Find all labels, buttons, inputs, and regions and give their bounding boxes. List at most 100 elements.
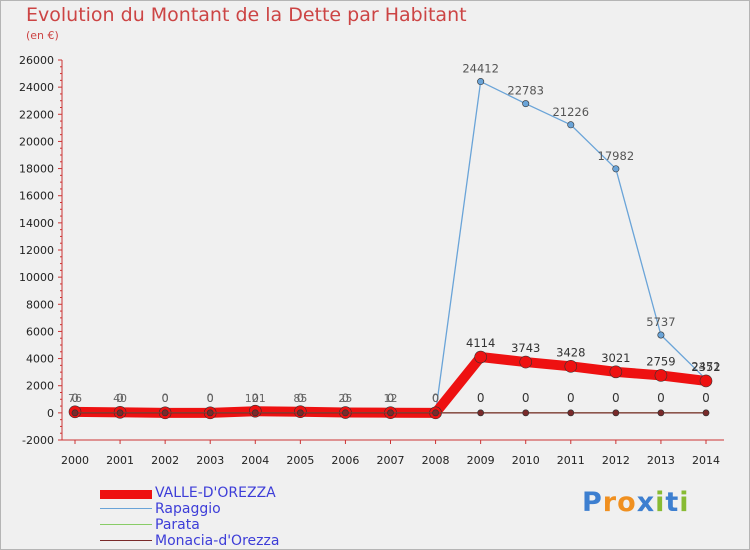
data-label-valle-d-orezza: 4114 (466, 336, 495, 350)
data-point-valle-d-orezza (699, 374, 713, 388)
data-label-rapaggio: 21226 (552, 105, 589, 119)
data-label-valle-d-orezza: 85 (293, 392, 307, 405)
y-tick-label: 10000 (19, 271, 54, 284)
logo-letter: i (679, 487, 690, 518)
legend-label-valle-d-orezza: VALLE-D'OREZZA (155, 485, 276, 501)
x-tick-label: 2002 (151, 454, 179, 467)
data-label-monacia-d-orezza: 0 (702, 391, 710, 405)
data-point-monacia-d-orezza (116, 409, 124, 417)
data-label-valle-d-orezza: 0 (207, 392, 214, 405)
data-label-monacia-d-orezza: 0 (612, 391, 620, 405)
y-tick-label: 20000 (19, 135, 54, 148)
x-tick-label: 2010 (512, 454, 540, 467)
x-tick-label: 2004 (241, 454, 269, 467)
y-tick-label: 6000 (26, 325, 54, 338)
logo-letter: i (655, 487, 666, 518)
y-tick-label: 12000 (19, 244, 54, 257)
x-tick-label: 2000 (61, 454, 89, 467)
data-label-rapaggio: 0 (207, 391, 214, 405)
data-point-monacia-d-orezza (477, 409, 484, 417)
chart-title: Evolution du Montant de la Dette par Hab… (26, 4, 467, 26)
data-label-valle-d-orezza: 76 (68, 392, 82, 405)
x-tick-label: 2006 (331, 454, 359, 467)
data-label-valle-d-orezza: 121 (245, 392, 266, 405)
data-point-valle-d-orezza (474, 350, 487, 364)
data-label-valle-d-orezza: 25 (338, 392, 352, 405)
y-tick-label: 24000 (19, 81, 54, 94)
y-tick-label: 18000 (19, 163, 54, 176)
data-label-rapaggio: 24412 (462, 62, 499, 76)
data-label-valle-d-orezza: 12 (384, 392, 398, 405)
data-point-rapaggio (657, 331, 665, 339)
y-tick-label: 8000 (26, 298, 54, 311)
y-tick-label: -2000 (22, 434, 54, 447)
data-point-monacia-d-orezza (71, 409, 79, 417)
data-label-valle-d-orezza: 2759 (646, 354, 675, 368)
data-point-valle-d-orezza (564, 360, 578, 373)
data-point-monacia-d-orezza (657, 409, 665, 417)
data-point-monacia-d-orezza (206, 409, 214, 417)
x-tick-label: 2008 (422, 454, 450, 467)
y-tick-label: 22000 (19, 108, 54, 121)
data-label-monacia-d-orezza: 0 (477, 391, 485, 405)
x-tick-label: 2001 (106, 454, 134, 467)
data-point-monacia-d-orezza (342, 409, 349, 417)
y-tick-label: 2000 (26, 380, 54, 393)
legend-swatch-parata (100, 523, 152, 525)
data-label-rapaggio: 5737 (646, 315, 675, 329)
data-point-valle-d-orezza (609, 365, 623, 379)
y-tick-label: 0 (47, 407, 54, 420)
data-label-rapaggio: 0 (387, 391, 394, 405)
y-tick-label: 26000 (19, 54, 54, 67)
logo-letter: P (582, 487, 603, 518)
data-label-rapaggio: 0 (252, 391, 259, 405)
x-tick-label: 2003 (196, 454, 224, 467)
data-label-valle-d-orezza: 2352 (691, 360, 720, 374)
data-point-monacia-d-orezza (522, 409, 530, 417)
data-point-rapaggio (612, 165, 620, 173)
legend-swatch-monacia-d-orezza (100, 539, 152, 541)
data-label-valle-d-orezza: 3428 (556, 345, 585, 359)
y-tick-label: 4000 (26, 353, 54, 366)
x-tick-label: 2011 (557, 454, 585, 467)
data-label-rapaggio: 0 (297, 391, 304, 405)
chart-subtitle: (en €) (26, 29, 59, 42)
legend-label-rapaggio: Rapaggio (155, 501, 221, 517)
data-label-rapaggio: 0 (161, 391, 168, 405)
legend-label-parata: Parata (155, 517, 200, 533)
proxiti-logo[interactable]: Proxiti (582, 487, 690, 518)
data-label-valle-d-orezza: 3743 (511, 341, 540, 355)
data-point-monacia-d-orezza (612, 409, 620, 417)
y-tick-label: 16000 (19, 190, 54, 203)
data-label-valle-d-orezza: 40 (113, 392, 127, 405)
logo-letter: o (617, 487, 637, 518)
data-label-rapaggio: 0 (116, 391, 123, 405)
legend-swatch-valle-d-orezza (100, 490, 152, 499)
data-point-monacia-d-orezza (567, 409, 575, 417)
logo-letter: r (602, 487, 618, 518)
x-tick-label: 2009 (467, 454, 495, 467)
data-label-valle-d-orezza: 0 (432, 392, 439, 405)
data-point-monacia-d-orezza (297, 409, 304, 417)
legend-swatch-rapaggio (100, 507, 152, 509)
x-tick-label: 2007 (377, 454, 405, 467)
data-point-rapaggio (522, 100, 530, 108)
data-point-monacia-d-orezza (387, 409, 394, 417)
data-label-rapaggio: 22783 (507, 84, 544, 98)
y-tick-label: 14000 (19, 217, 54, 230)
x-tick-label: 2013 (647, 454, 675, 467)
data-point-monacia-d-orezza (161, 409, 169, 417)
logo-letter: x (636, 487, 656, 518)
data-point-rapaggio (567, 121, 575, 129)
data-point-valle-d-orezza (654, 369, 668, 382)
x-tick-label: 2012 (602, 454, 630, 467)
data-label-valle-d-orezza: 0 (162, 392, 169, 405)
data-label-rapaggio: 0 (342, 391, 349, 405)
legend-label-monacia-d-orezza: Monacia-d'Orezza (155, 533, 280, 549)
data-point-monacia-d-orezza (432, 409, 439, 417)
data-label-rapaggio: 2471 (691, 359, 720, 373)
data-point-monacia-d-orezza (702, 409, 710, 417)
data-point-rapaggio (477, 78, 485, 86)
